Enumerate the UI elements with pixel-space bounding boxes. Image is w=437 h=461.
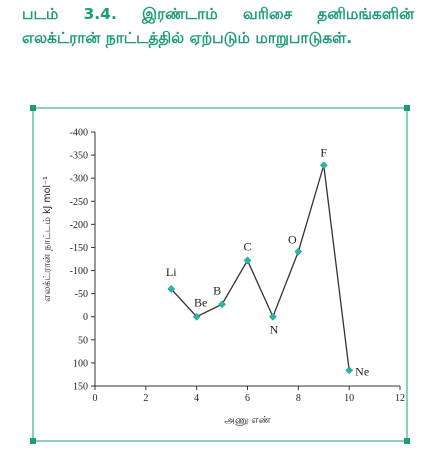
point-label-ne: Ne (355, 364, 369, 378)
frame-corner-1 (404, 105, 410, 111)
frame-corner-3 (404, 438, 410, 444)
point-label-li: Li (166, 265, 177, 279)
chart-frame (30, 105, 410, 444)
point-label-be: Be (194, 296, 207, 310)
data-point-n (268, 312, 277, 321)
y-tick-label: -350 (70, 151, 88, 162)
y-tick-label: 0 (83, 312, 88, 323)
x-tick-label: 0 (93, 393, 98, 404)
point-label-n: N (270, 323, 279, 337)
y-axis-label: எலக்ட்ரான் நாட்டம் kJ mol⁻¹ (42, 176, 53, 302)
data-point-o (294, 247, 303, 256)
x-tick-label: 10 (344, 393, 354, 404)
x-tick-label: 4 (194, 393, 199, 404)
y-tick-label: -200 (70, 220, 88, 231)
point-label-o: O (288, 233, 297, 247)
frame-corner-0 (30, 105, 36, 111)
data-point-ne (345, 366, 354, 375)
y-tick-label: -250 (70, 197, 88, 208)
point-label-b: B (213, 283, 221, 297)
point-labels: Li Be B C N O F Ne (166, 145, 369, 378)
figure-number: படம் 3.4. (22, 5, 117, 23)
data-point-be (192, 312, 201, 321)
frame-corner-2 (30, 438, 36, 444)
data-point-li (167, 285, 176, 293)
x-axis-ticks: 0 2 4 6 8 10 12 (93, 386, 405, 404)
data-point-f (319, 161, 328, 170)
x-axis-label: அணு எண் (224, 415, 271, 426)
x-tick-label: 6 (245, 393, 250, 404)
point-label-c: C (243, 239, 251, 253)
y-tick-label: -50 (75, 289, 88, 300)
y-tick-label: -400 (70, 128, 88, 139)
y-tick-label: -150 (70, 243, 88, 254)
series (167, 161, 354, 375)
data-point-b (218, 300, 227, 309)
figure-title: இரண்டாம் வரிசை தனிமங்களின் எலக்ட்ரான் நா… (22, 5, 415, 47)
x-tick-label: 8 (296, 393, 301, 404)
y-axis-ticks: -400 -350 -300 -250 -200 -150 -100 -50 0 50 100 150 (70, 128, 95, 393)
y-tick-label: 50 (78, 335, 88, 346)
data-point-c (243, 256, 252, 265)
y-tick-label: 150 (73, 382, 88, 393)
y-tick-label: -100 (70, 266, 88, 277)
y-tick-label: -300 (70, 174, 88, 185)
figure-caption: படம் 3.4. இரண்டாம் வரிசை தனிமங்களின் எலக… (22, 2, 414, 50)
point-label-f: F (320, 145, 327, 159)
y-tick-label: 100 (73, 358, 88, 369)
series-line (170, 165, 350, 371)
x-tick-label: 2 (143, 393, 148, 404)
x-tick-label: 12 (395, 393, 405, 404)
frame-border (32, 107, 408, 442)
